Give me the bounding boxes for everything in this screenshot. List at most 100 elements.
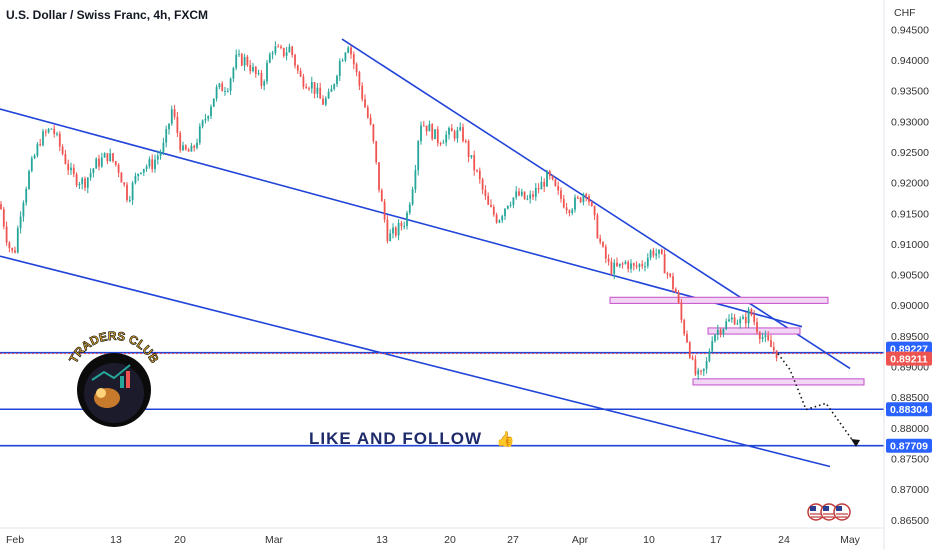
candle[interactable] [753, 310, 756, 326]
candle[interactable] [420, 121, 422, 145]
candle[interactable] [39, 138, 42, 147]
candle[interactable] [184, 144, 187, 151]
candle[interactable] [47, 128, 50, 134]
candle[interactable] [588, 193, 590, 206]
candle[interactable] [632, 262, 635, 271]
candle[interactable] [221, 81, 224, 92]
candle[interactable] [392, 223, 394, 239]
candle[interactable] [151, 154, 154, 173]
candle[interactable] [728, 314, 730, 322]
candle[interactable] [680, 298, 683, 323]
candle[interactable] [568, 209, 571, 217]
price-badge[interactable]: 0.88304 [886, 402, 932, 417]
candle[interactable] [761, 332, 764, 343]
candle[interactable] [235, 49, 238, 71]
candle[interactable] [64, 149, 67, 165]
candle[interactable] [386, 215, 389, 244]
candle[interactable] [212, 98, 215, 108]
candle[interactable] [618, 263, 621, 268]
candle[interactable] [532, 190, 534, 200]
candle[interactable] [274, 41, 277, 56]
candle[interactable] [406, 210, 408, 230]
candle[interactable] [448, 126, 450, 140]
candle[interactable] [509, 201, 512, 208]
candle[interactable] [725, 318, 728, 331]
candle[interactable] [770, 334, 772, 348]
candle[interactable] [285, 46, 288, 61]
candle[interactable] [646, 253, 649, 269]
candle[interactable] [515, 186, 518, 200]
candle[interactable] [0, 200, 2, 210]
candle[interactable] [257, 69, 260, 76]
candle[interactable] [322, 95, 324, 106]
candle[interactable] [86, 177, 89, 194]
candle[interactable] [537, 183, 540, 194]
candle[interactable] [470, 155, 473, 159]
candle[interactable] [324, 96, 327, 107]
candle[interactable] [162, 137, 165, 156]
candle[interactable] [165, 125, 168, 148]
candle[interactable] [602, 241, 604, 248]
candle[interactable] [369, 113, 372, 126]
candle[interactable] [596, 213, 599, 239]
candle[interactable] [428, 120, 431, 132]
candle[interactable] [170, 105, 173, 126]
candle[interactable] [109, 148, 112, 162]
candle[interactable] [288, 43, 291, 53]
candle[interactable] [655, 248, 658, 260]
candle[interactable] [198, 123, 201, 145]
candle[interactable] [176, 111, 179, 137]
candle[interactable] [394, 226, 397, 238]
candle[interactable] [380, 188, 383, 202]
candle[interactable] [294, 53, 296, 69]
candle[interactable] [683, 318, 686, 337]
candle[interactable] [624, 260, 627, 265]
candle[interactable] [551, 175, 554, 181]
candle[interactable] [383, 199, 386, 223]
candle[interactable] [425, 125, 428, 136]
candle[interactable] [243, 53, 246, 71]
candle[interactable] [554, 178, 557, 187]
candle[interactable] [313, 82, 316, 99]
trendline-descending-resistance[interactable] [341, 38, 851, 370]
candle[interactable] [350, 45, 352, 59]
candle[interactable] [193, 144, 196, 152]
candle[interactable] [98, 154, 100, 171]
candle[interactable] [249, 60, 252, 75]
candle[interactable] [756, 317, 758, 335]
candle[interactable] [277, 43, 280, 48]
candle[interactable] [436, 126, 439, 147]
candle[interactable] [114, 160, 117, 167]
candle[interactable] [739, 316, 742, 329]
candle[interactable] [700, 369, 702, 376]
candle[interactable] [772, 341, 775, 355]
candle[interactable] [543, 178, 546, 192]
candle[interactable] [742, 314, 744, 320]
candle[interactable] [557, 181, 560, 195]
candle[interactable] [686, 330, 688, 344]
candle[interactable] [582, 192, 585, 206]
candle[interactable] [319, 82, 322, 99]
candle[interactable] [266, 59, 268, 85]
candle[interactable] [140, 172, 142, 175]
candle[interactable] [616, 257, 618, 268]
candle[interactable] [201, 119, 204, 129]
candle[interactable] [666, 271, 669, 279]
candle[interactable] [495, 212, 498, 224]
candle[interactable] [459, 122, 462, 132]
candle[interactable] [372, 123, 375, 144]
candle[interactable] [190, 142, 193, 152]
candle[interactable] [658, 249, 660, 259]
candle[interactable] [25, 186, 28, 206]
candle[interactable] [733, 314, 736, 326]
candle[interactable] [691, 355, 694, 361]
candle[interactable] [400, 220, 403, 231]
candle[interactable] [106, 153, 109, 165]
candle[interactable] [576, 195, 579, 200]
candle[interactable] [434, 129, 436, 140]
candle[interactable] [414, 164, 417, 193]
candle[interactable] [473, 150, 476, 176]
candle[interactable] [478, 167, 481, 184]
candle[interactable] [8, 241, 11, 253]
